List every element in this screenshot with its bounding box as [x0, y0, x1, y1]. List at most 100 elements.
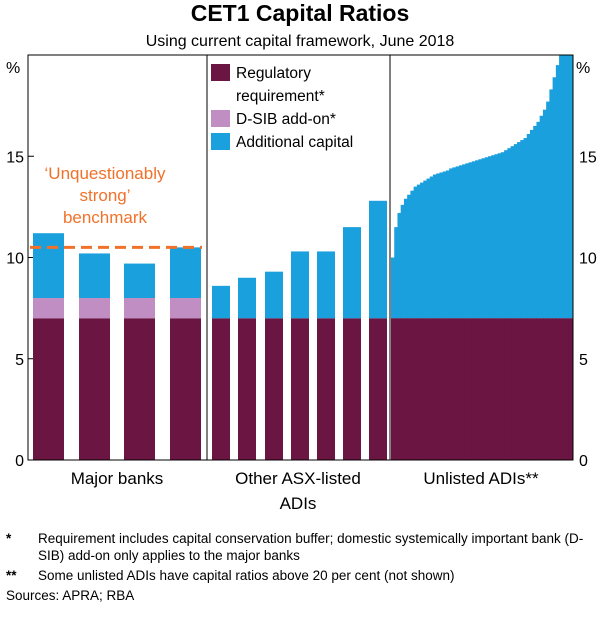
y-tick-label-right-0: 0 [579, 453, 588, 470]
unlisted-adi-bar-12-regulatory [426, 318, 431, 460]
unlisted-adi-bar-20-regulatory [452, 318, 457, 460]
y-axis-left: 0 5 10 15 [6, 149, 34, 470]
unlisted-adi-bar-16-regulatory [439, 318, 444, 460]
major-bank-bar-4-dsib [170, 298, 201, 319]
unlisted-adi-bar-26-additional [471, 161, 476, 319]
unlisted-adi-bar-45-additional [533, 125, 538, 319]
unlisted-adi-bar-31-regulatory [487, 318, 492, 460]
unlisted-adi-bar-27-regulatory [475, 318, 479, 460]
unlisted-adi-bar-38-regulatory [510, 318, 515, 460]
y-unit-right: % [576, 60, 590, 77]
unlisted-adi-bar-15-additional [436, 173, 441, 319]
footnote-1-mark: * [6, 531, 12, 546]
plot-frame [27, 54, 574, 461]
unlisted-adi-bar-25-regulatory [468, 318, 473, 460]
unlisted-adi-bar-17-additional [442, 171, 447, 319]
asx-adi-bar-5-regulatory [317, 318, 335, 460]
unlisted-adi-bar-41-regulatory [520, 318, 525, 460]
unlisted-adi-bar-37-regulatory [507, 318, 512, 460]
unlisted-adi-bar-20-additional [452, 167, 457, 319]
unlisted-adi-bar-25-additional [468, 162, 473, 319]
unlisted-adi-bar-34-additional [497, 153, 502, 319]
unlisted-adi-bar-22-additional [458, 165, 463, 319]
unlisted-adi-bar-27-additional [475, 160, 479, 319]
footnote-1: * Requirement includes capital conservat… [6, 530, 594, 564]
unlisted-adi-bar-28-additional [478, 159, 483, 319]
unlisted-adi-bar-33-regulatory [494, 318, 499, 460]
unlisted-adi-bar-43-additional [526, 133, 531, 319]
unlisted-adi-bar-51-regulatory [552, 318, 557, 460]
unlisted-adi-bar-52-additional [555, 65, 560, 319]
unlisted-adi-bar-32-additional [491, 155, 496, 319]
unlisted-adi-bar-13-additional [429, 176, 434, 319]
unlisted-adi-bar-44-regulatory [529, 318, 534, 460]
benchmark-label-line-2: strong’ [79, 186, 130, 205]
category-label-unlisted: Unlisted ADIs** [423, 469, 539, 488]
benchmark-group: ‘Unquestionably strong’ benchmark [30, 164, 202, 249]
unlisted-adi-bar-9-additional [416, 184, 421, 319]
unlisted-adi-bar-50-regulatory [549, 318, 554, 460]
unlisted-adi-bar-33-additional [494, 154, 499, 319]
unlisted-adi-bar-56-regulatory [568, 318, 573, 460]
unlisted-adi-bar-4-additional [400, 204, 405, 319]
y-tick-label-left-5: 5 [15, 352, 24, 369]
unlisted-adi-bar-13-regulatory [429, 318, 434, 460]
unlisted-adi-bar-5-regulatory [403, 318, 408, 460]
unlisted-adi-bar-23-regulatory [462, 318, 466, 460]
asx-adi-bar-5-additional [317, 251, 335, 319]
unlisted-adi-bar-14-regulatory [433, 318, 437, 460]
y-tick-label-right-5: 5 [579, 352, 588, 369]
unlisted-adi-bar-16-additional [439, 172, 444, 319]
unlisted-adi-bar-37-additional [507, 148, 512, 319]
unlisted-adi-bar-34-regulatory [497, 318, 502, 460]
unlisted-adi-bar-35-regulatory [500, 318, 505, 460]
unlisted-adi-bar-10-regulatory [420, 318, 424, 460]
unlisted-adi-bar-11-additional [423, 180, 428, 319]
unlisted-adi-bar-39-regulatory [513, 318, 518, 460]
asx-adi-bar-1-regulatory [212, 318, 230, 460]
unlisted-adi-bar-23-additional [462, 164, 466, 319]
unlisted-adi-bar-46-regulatory [536, 318, 541, 460]
unlisted-adi-bar-14-additional [433, 174, 437, 319]
unlisted-adi-bar-47-regulatory [539, 318, 544, 460]
major-bank-bar-1-dsib [33, 298, 64, 319]
y-tick-label-left-10: 10 [6, 251, 24, 268]
unlisted-adi-bar-22-regulatory [458, 318, 463, 460]
unlisted-adi-bar-18-additional [445, 170, 450, 319]
unlisted-adi-bar-40-regulatory [517, 318, 521, 460]
major-bank-bar-3-regulatory [124, 318, 155, 460]
unlisted-adi-bar-5-additional [403, 198, 408, 319]
unlisted-adi-bar-40-additional [517, 142, 521, 319]
major-bank-bar-2-regulatory [79, 318, 110, 460]
category-label-other-asx-1: Other ASX-listed [235, 469, 361, 488]
y-tick-label-left-0: 0 [15, 453, 24, 470]
legend-label-additional: Additional capital [236, 134, 353, 151]
unlisted-adi-bar-53-additional [559, 55, 563, 319]
y-unit-left: % [6, 60, 20, 77]
chart-title: CET1 Capital Ratios [191, 0, 410, 26]
unlisted-adi-bar-32-regulatory [491, 318, 496, 460]
unlisted-adi-bar-1-additional [391, 257, 395, 319]
unlisted-adi-bar-18-regulatory [445, 318, 450, 460]
major-bank-bar-3-additional [124, 263, 155, 298]
unlisted-adi-bar-42-regulatory [523, 318, 528, 460]
unlisted-adi-bar-3-regulatory [397, 318, 402, 460]
footnote-2: ** Some unlisted ADIs have capital ratio… [6, 567, 594, 584]
unlisted-adi-bar-8-regulatory [413, 318, 418, 460]
benchmark-label-line-3: benchmark [63, 208, 148, 227]
legend-swatch-dsib [211, 110, 230, 127]
sources: Sources: APRA; RBA [6, 588, 135, 603]
unlisted-adi-bar-29-regulatory [481, 318, 486, 460]
footnotes: * Requirement includes capital conservat… [6, 530, 594, 604]
unlisted-adi-bar-42-additional [523, 138, 528, 319]
unlisted-adi-bar-19-additional [449, 168, 454, 319]
unlisted-adi-bar-44-additional [529, 129, 534, 319]
unlisted-adi-bar-35-additional [500, 152, 505, 319]
unlisted-adi-bar-15-regulatory [436, 318, 441, 460]
unlisted-adi-bar-4-regulatory [400, 318, 405, 460]
major-bank-bar-2-dsib [79, 298, 110, 319]
unlisted-adi-bar-54-regulatory [562, 318, 567, 460]
unlisted-adi-bar-9-regulatory [416, 318, 421, 460]
legend-swatch-regulatory [211, 64, 230, 81]
category-label-other-asx-2: ADIs [280, 494, 317, 513]
